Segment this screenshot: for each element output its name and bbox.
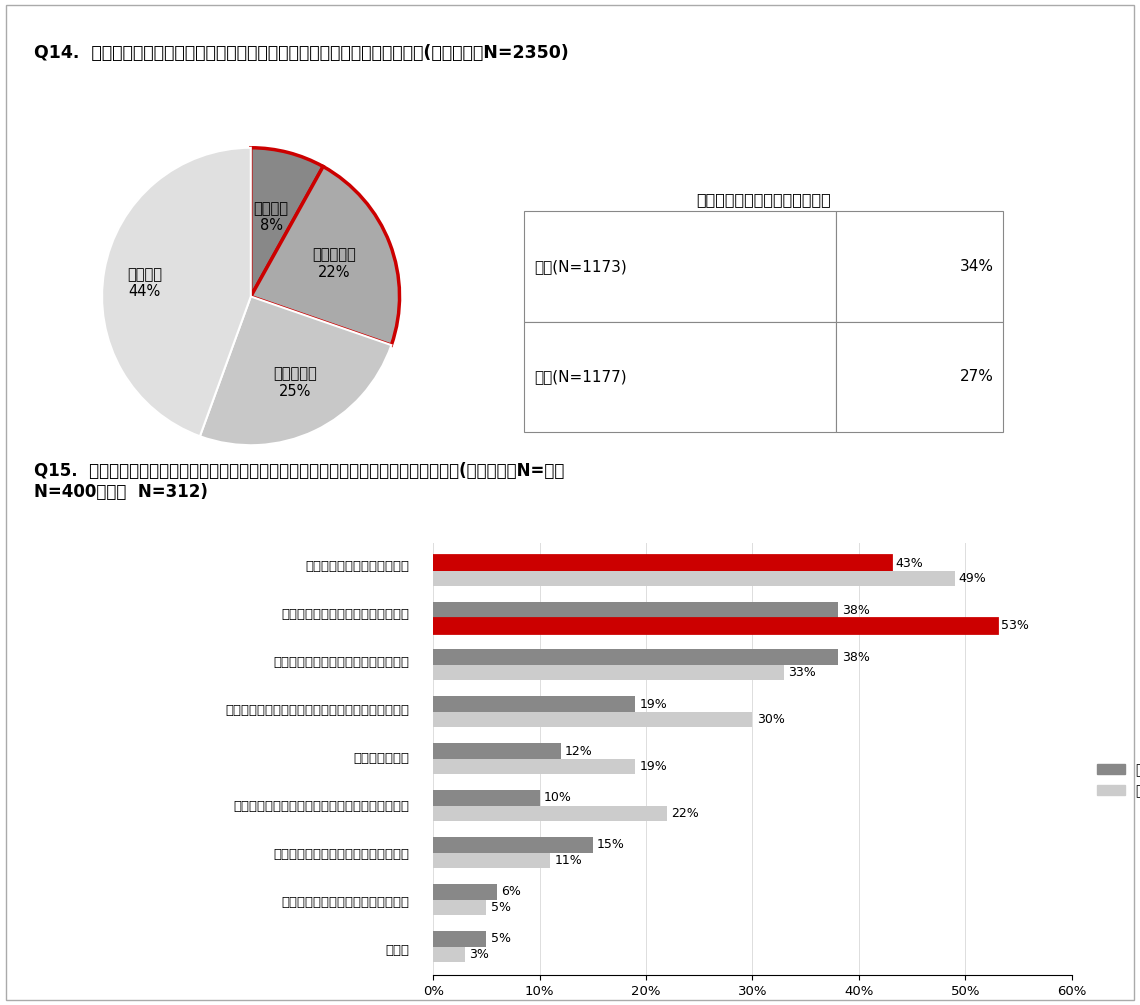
Text: 3%: 3% (470, 948, 489, 961)
Bar (433, 852, 551, 868)
Text: 34%: 34% (960, 259, 994, 273)
Bar (433, 571, 954, 586)
Text: その他: その他 (385, 945, 410, 958)
Text: 22%: 22% (671, 807, 699, 820)
Bar (433, 618, 998, 633)
Text: あまりない
25%: あまりない 25% (272, 367, 317, 399)
Bar (433, 759, 635, 774)
Text: 女性(N=1177): 女性(N=1177) (534, 370, 627, 384)
Text: 汚れていない・汗をかいていないから: 汚れていない・汗をかいていないから (274, 656, 410, 669)
Bar (524, 211, 836, 322)
Bar (433, 947, 465, 962)
Legend: 男性, 女性: 男性, 女性 (1091, 758, 1140, 803)
Bar (433, 712, 752, 728)
Wedge shape (200, 296, 391, 445)
Bar (433, 556, 890, 571)
Text: 38%: 38% (841, 604, 870, 617)
Text: 5%: 5% (490, 900, 511, 914)
Bar (836, 322, 1003, 432)
Text: 15%: 15% (597, 838, 625, 851)
Bar (433, 790, 539, 806)
Bar (433, 649, 838, 665)
Bar (433, 899, 487, 916)
Text: 38%: 38% (841, 650, 870, 663)
Bar (836, 211, 1003, 322)
Text: 43%: 43% (895, 557, 922, 570)
Text: よくある
8%: よくある 8% (253, 201, 288, 233)
Wedge shape (251, 148, 323, 296)
Bar (433, 744, 561, 759)
Text: 19%: 19% (640, 760, 667, 773)
Text: 男性(N=1173): 男性(N=1173) (534, 259, 627, 273)
Bar (433, 837, 593, 852)
Bar (433, 696, 635, 712)
Bar (433, 665, 784, 680)
Text: 19%: 19% (640, 697, 667, 711)
Bar (433, 806, 667, 821)
Text: ドライヤーなどのお風呂上りの作業が面倒だから: ドライヤーなどのお風呂上りの作業が面倒だから (234, 800, 410, 813)
Wedge shape (251, 167, 399, 345)
Text: 33%: 33% (789, 666, 816, 679)
Text: お風呂に入るのが面倒だから: お風呂に入るのが面倒だから (306, 560, 410, 573)
Text: 体調が悪いから: 体調が悪いから (353, 753, 410, 765)
Text: 49%: 49% (959, 572, 986, 585)
Text: Q14.  あなたは普段、その日のうちにお風呂に入らず寝ることがありますか。(単一回答、N=2350): Q14. あなたは普段、その日のうちにお風呂に入らず寝ることがありますか。(単一… (34, 43, 569, 61)
Bar (433, 932, 487, 947)
Text: Q15.  お風呂に入らず寝てしまう時の理由としてあてはまるものを全てお選びください。(複数回答、N=男性
N=400、女性  N=312): Q15. お風呂に入らず寝てしまう時の理由としてあてはまるものを全てお選びくださ… (33, 462, 564, 501)
Text: たまにある
22%: たまにある 22% (312, 247, 356, 279)
Bar (524, 322, 836, 432)
Text: 忙しくてお風呂に入る時間がないから: 忙しくてお風呂に入る時間がないから (274, 848, 410, 861)
Bar (433, 884, 497, 899)
Text: 10%: 10% (544, 792, 572, 804)
Text: 疲れてお風呂に入る元気がないから: 疲れてお風呂に入る元気がないから (282, 608, 410, 621)
Wedge shape (103, 148, 251, 436)
Text: 翌日誰とも会う予定がない・外出の予定がないから: 翌日誰とも会う予定がない・外出の予定がないから (226, 705, 410, 718)
Text: 5%: 5% (490, 933, 511, 946)
Text: 53%: 53% (1001, 619, 1029, 632)
Text: 11%: 11% (554, 854, 583, 867)
Text: お風呂がもともと好きではないから: お風呂がもともと好きではないから (282, 896, 410, 910)
Text: 30%: 30% (757, 714, 784, 726)
Text: 12%: 12% (565, 745, 593, 758)
Text: 男女別「風呂キャンセル」経験: 男女別「風呂キャンセル」経験 (697, 192, 831, 207)
Bar (433, 602, 838, 618)
Text: 6%: 6% (502, 885, 521, 898)
Text: 全くない
44%: 全くない 44% (127, 267, 162, 299)
Text: 27%: 27% (960, 370, 994, 384)
